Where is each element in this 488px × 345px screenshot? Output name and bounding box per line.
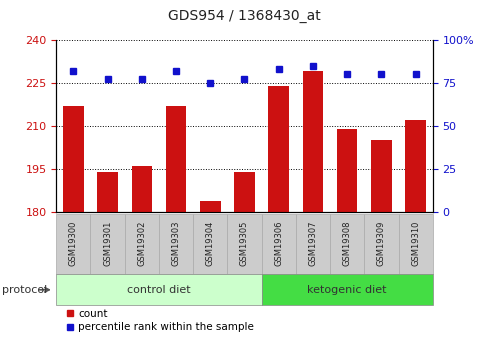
Text: ketogenic diet: ketogenic diet: [307, 285, 386, 295]
Bar: [234, 172, 254, 212]
Bar: [56, 274, 261, 305]
Text: GSM19305: GSM19305: [240, 220, 248, 266]
Text: GSM19303: GSM19303: [171, 220, 180, 266]
Bar: [56, 214, 90, 274]
Bar: [398, 214, 432, 274]
Bar: [370, 140, 391, 212]
Bar: [63, 106, 83, 212]
Bar: [364, 214, 398, 274]
Bar: [268, 86, 288, 212]
Text: GSM19301: GSM19301: [103, 220, 112, 266]
Text: control diet: control diet: [127, 285, 190, 295]
Bar: [200, 201, 220, 212]
Bar: [90, 214, 124, 274]
Bar: [405, 120, 425, 212]
Text: GSM19307: GSM19307: [308, 220, 317, 266]
Bar: [261, 274, 432, 305]
Bar: [193, 214, 227, 274]
Bar: [261, 214, 295, 274]
Text: GSM19310: GSM19310: [410, 220, 419, 266]
Bar: [124, 214, 159, 274]
Text: GSM19302: GSM19302: [137, 220, 146, 266]
Bar: [159, 214, 193, 274]
Text: GSM19300: GSM19300: [69, 220, 78, 266]
Text: protocol: protocol: [2, 285, 48, 295]
Bar: [227, 214, 261, 274]
Text: GSM19309: GSM19309: [376, 220, 385, 266]
Text: GSM19306: GSM19306: [274, 220, 283, 266]
Bar: [336, 129, 357, 212]
Bar: [165, 106, 186, 212]
Text: GSM19304: GSM19304: [205, 220, 214, 266]
Bar: [302, 71, 323, 212]
Bar: [295, 214, 329, 274]
Text: GDS954 / 1368430_at: GDS954 / 1368430_at: [168, 9, 320, 23]
Bar: [329, 214, 364, 274]
Bar: [131, 166, 152, 212]
Legend: count, percentile rank within the sample: count, percentile rank within the sample: [61, 305, 258, 336]
Bar: [97, 172, 118, 212]
Text: GSM19308: GSM19308: [342, 220, 351, 266]
